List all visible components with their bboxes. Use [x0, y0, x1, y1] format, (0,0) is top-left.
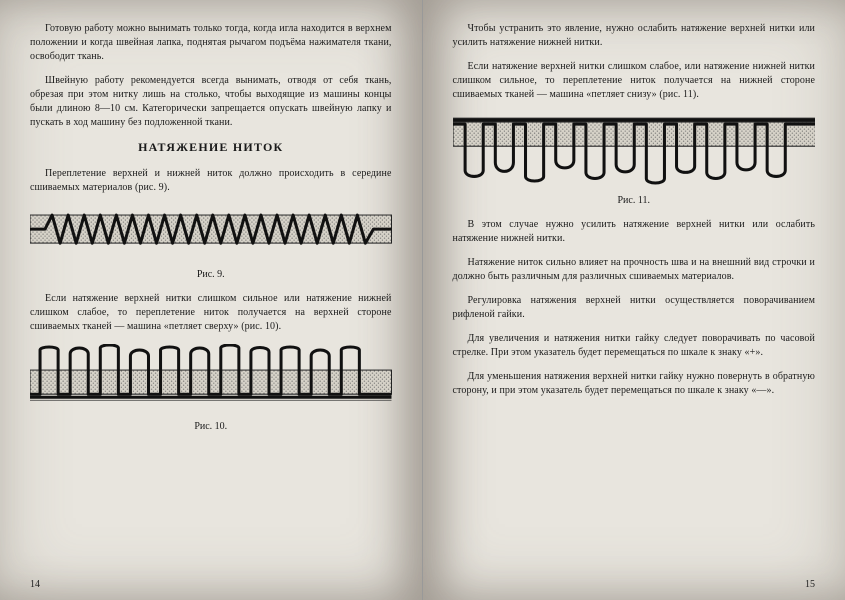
paragraph: Если натяжение верхней нитки слишком сил…: [30, 292, 392, 334]
figure-11: [453, 112, 816, 191]
left-page: Готовую работу можно вынимать только тог…: [0, 0, 423, 600]
section-heading: НАТЯЖЕНИЕ НИТОК: [30, 140, 392, 155]
paragraph: Готовую работу можно вынимать только тог…: [30, 22, 392, 64]
paragraph: Натяжение ниток сильно влияет на прочнос…: [453, 256, 816, 284]
right-page: Чтобы устранить это явление, нужно ослаб…: [423, 0, 845, 600]
paragraph: Переплетение верхней и нижней ниток долж…: [30, 167, 392, 195]
figure-caption: Рис. 9.: [30, 269, 392, 280]
paragraph: В этом случае нужно усилить натяжение ве…: [453, 218, 816, 246]
paragraph: Чтобы устранить это явление, нужно ослаб…: [453, 22, 816, 50]
figure-caption: Рис. 11.: [453, 195, 816, 206]
paragraph: Регулировка натяжения верхней нитки осущ…: [453, 294, 816, 322]
figure-10: [30, 344, 392, 416]
page-number: 14: [30, 579, 40, 590]
paragraph: Для увеличения и натяжения нитки гайку с…: [453, 332, 816, 360]
page-number: 15: [805, 579, 815, 590]
figure-9: [30, 205, 392, 265]
paragraph: Если натяжение верхней нитки слишком сла…: [453, 60, 816, 102]
paragraph: Для уменьшения натяжения верхней нитки г…: [453, 370, 816, 398]
paragraph: Швейную работу рекомендуется всегда выни…: [30, 74, 392, 130]
figure-caption: Рис. 10.: [30, 421, 392, 432]
